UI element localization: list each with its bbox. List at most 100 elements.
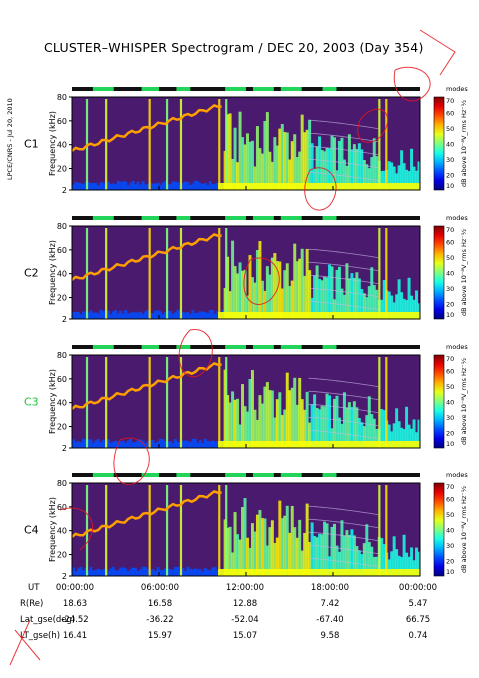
spectrogram-column (121, 313, 125, 319)
panel-label: C2 (24, 267, 39, 280)
spectrogram-burst (225, 99, 228, 190)
spectrogram-column (131, 567, 135, 576)
spectrogram-column (335, 395, 339, 448)
spectrogram-column (392, 536, 396, 576)
spectrogram-column (390, 162, 394, 190)
spectrogram-column (305, 503, 309, 576)
spectrogram-column (119, 310, 123, 319)
spectrogram-column (347, 534, 351, 576)
spectrogram-column (305, 248, 309, 319)
resonance-curve (308, 287, 379, 298)
colorbar-tick-label: 40 (446, 399, 454, 407)
spectrogram-column (228, 113, 232, 190)
spectrogram-column (154, 570, 158, 576)
spectrogram-column (101, 439, 105, 448)
panel-label: C4 (24, 524, 39, 537)
spectrogram-column (193, 438, 197, 448)
spectrogram-burst (179, 228, 183, 319)
spectrogram-column (243, 498, 247, 576)
resonance-curve (308, 544, 379, 555)
spectrogram-column (415, 290, 419, 319)
mode-bar-label: modes (446, 214, 468, 222)
orbit-row-label: R(Re) (20, 599, 43, 609)
spectrogram-column (161, 569, 165, 576)
spectrogram-column (372, 418, 376, 448)
spectrogram-column (253, 409, 257, 448)
spectrogram-column (250, 277, 254, 319)
spectrogram-column (141, 181, 145, 190)
spectrogram-column (362, 426, 366, 448)
spectrogram-column (273, 137, 277, 190)
spectrogram-column (410, 148, 414, 190)
spectrogram-column (74, 181, 78, 190)
spectrogram-column (126, 313, 130, 319)
y-tick-label: 60 (57, 503, 67, 512)
spectrogram-column (315, 537, 319, 576)
spectrogram-column (146, 569, 150, 576)
spectrogram-column (159, 438, 162, 448)
spectrogram-column (402, 298, 406, 319)
spectrogram-column (323, 276, 327, 319)
spectrogram-column (315, 265, 319, 319)
spectrogram-column (216, 441, 220, 448)
spectrogram-column (121, 567, 125, 576)
spectrogram-column (101, 569, 105, 576)
spectrogram-column (183, 181, 187, 190)
spectrogram-column (357, 418, 361, 448)
spectrogram-column (370, 157, 374, 190)
spectrogram-burst (225, 228, 228, 319)
spectrogram-column (350, 273, 354, 319)
spectrogram-column (163, 180, 167, 190)
spectrogram-column (144, 567, 148, 576)
spectrogram-column (367, 542, 371, 576)
orbit-row-value: -67.40 (316, 615, 343, 625)
spectrogram-column (136, 312, 140, 319)
spectrogram-column (370, 267, 374, 319)
spectrogram-column (392, 166, 396, 190)
spectrogram-column (72, 184, 75, 190)
spectrogram-column (415, 547, 419, 576)
spectrogram-column (280, 518, 284, 576)
spectrogram-column (211, 183, 215, 190)
spectrogram-column (203, 438, 207, 448)
plasma-frequency-trace (71, 103, 222, 152)
resonance-curve (308, 557, 379, 568)
spectrogram-column (114, 570, 118, 576)
spectrogram-column (318, 278, 322, 319)
spectrogram-column (86, 570, 90, 576)
spectrogram-column (303, 409, 307, 448)
colorbar-tick-label: 70 (446, 226, 454, 234)
spectrogram-column (243, 269, 247, 319)
orbit-row-value: 16.58 (148, 599, 172, 609)
spectrogram-column (355, 407, 359, 448)
spectrogram-column (298, 151, 302, 190)
spectrogram-column (347, 134, 351, 190)
panel-label: C3 (24, 396, 39, 409)
spectrogram-column (405, 552, 409, 576)
spectrogram-burst (385, 99, 388, 190)
spectrogram-column (333, 299, 336, 319)
mode-bar-label: modes (446, 343, 468, 351)
spectrogram-column (310, 143, 314, 190)
spectrogram-column (201, 311, 205, 319)
spectrogram-column (74, 441, 78, 448)
spectrogram-column (345, 165, 349, 190)
spectrogram-column (208, 181, 212, 190)
spectrogram-column (255, 250, 259, 319)
colorbar-tick-label: 60 (446, 496, 454, 504)
spectrogram-column (183, 570, 187, 576)
spectrogram-column (126, 570, 130, 576)
spectrogram-column (298, 377, 302, 448)
mode-bar-segment (176, 345, 191, 349)
spectrogram-column (288, 390, 292, 448)
spectrogram-column (134, 442, 138, 448)
spectrogram-column (268, 274, 272, 319)
spectrogram-column (171, 570, 175, 576)
spectrogram-column (337, 551, 341, 576)
colorbar-tick-label: 40 (446, 141, 454, 149)
spectrogram-column (183, 312, 187, 319)
spectrogram-column (86, 181, 90, 190)
colorbar-tick-label: 30 (446, 542, 454, 550)
spectrogram-burst (218, 228, 221, 319)
